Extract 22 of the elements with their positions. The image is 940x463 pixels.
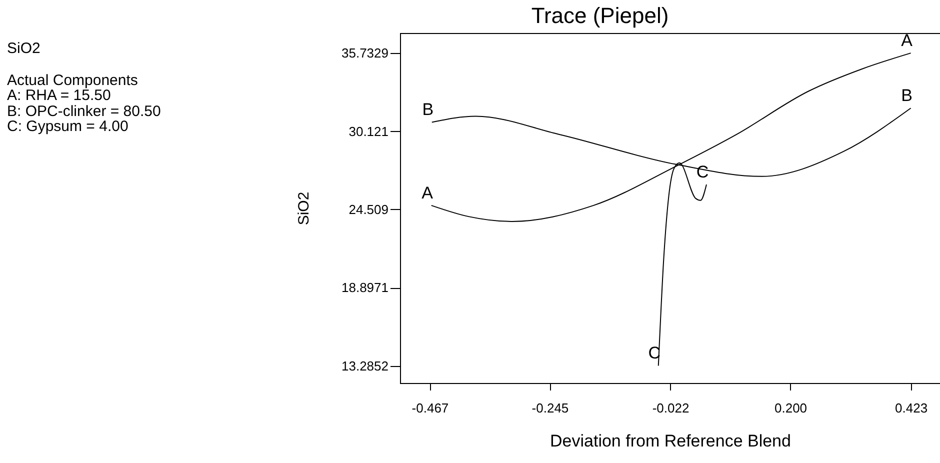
x-tick-label: -0.467 (412, 400, 449, 416)
x-tick-label: -0.245 (532, 400, 569, 416)
text: A: RHA = 15.50 (7, 87, 111, 104)
y-tick-label: 30.121 (348, 124, 388, 139)
y-tick-label: 35.7329 (342, 46, 388, 61)
y-tick-label: 18.8971 (342, 280, 388, 296)
text: A (901, 31, 912, 50)
y-axis-title: SiO2 (296, 192, 313, 226)
chart-title: Trace (Piepel) (531, 3, 669, 28)
y-tick-label: 24.509 (348, 202, 388, 217)
text: C: Gypsum = 4.00 (7, 118, 130, 135)
x-tick-label: 0.423 (895, 400, 928, 416)
x-tick-label: 0.200 (774, 400, 808, 416)
text: Actual Components (7, 72, 139, 88)
x-tick-label: -0.022 (652, 400, 690, 416)
y-tick-label: 13.2852 (342, 358, 388, 374)
series-label: A (422, 183, 434, 202)
x-axis-title: Deviation from Reference Blend (550, 432, 791, 450)
series-label: B (422, 100, 434, 120)
text: B: OPC-clinker = 80.50 (7, 102, 161, 120)
text: B (901, 86, 912, 106)
text: SiO2 (7, 40, 42, 57)
